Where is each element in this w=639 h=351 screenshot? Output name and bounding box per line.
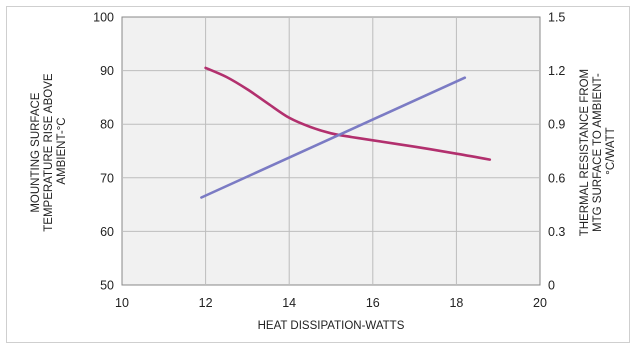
- y-left-tick-label: 90: [100, 64, 114, 78]
- tick-labels: 10 12 14 16 18 20 50 60 70 80 90 100 0 0.3 0.6 0.9 1.2 1.…: [93, 11, 565, 311]
- y-left-tick-label: 50: [100, 279, 114, 293]
- x-tick-label: 12: [199, 296, 213, 310]
- y-right-tick-label: 0.6: [548, 171, 565, 185]
- grid: [122, 17, 540, 285]
- y-left-tick-label: 70: [100, 171, 114, 185]
- x-tick-label: 14: [282, 296, 296, 310]
- y-left-tick-label: 80: [100, 118, 114, 132]
- y-left-tick-label: 100: [93, 11, 114, 25]
- right-axis-label: THERMAL RESISTANCE FROM MTG SURFACE TO A…: [579, 66, 617, 237]
- right-axis-label-line-2: MTG SURFACE TO AMBIENT-: [592, 73, 604, 232]
- y-right-tick-label: 1.2: [548, 64, 565, 78]
- x-tick-label: 20: [533, 296, 547, 310]
- temperature-rise-line: [204, 66, 492, 161]
- left-axis-label-line-3: AMBIENT-°C: [56, 117, 68, 184]
- series-lines: [200, 66, 492, 199]
- x-tick-label: 18: [449, 296, 463, 310]
- y-right-tick-label: 0: [548, 279, 555, 293]
- left-axis-label-line-2: TEMPERATURE RISE ABOVE: [43, 73, 55, 232]
- right-axis-label-line-3: °C/WATT: [605, 127, 617, 174]
- x-axis-label: HEAT DISSIPATION-WATTS: [258, 320, 405, 332]
- left-axis-label-line-1: MOUNTING SURFACE: [30, 92, 42, 212]
- y-left-tick-label: 60: [100, 225, 114, 239]
- right-axis-label-line-1: THERMAL RESISTANCE FROM: [579, 69, 591, 236]
- plot-area: [121, 16, 541, 286]
- x-tick-label: 10: [115, 296, 129, 310]
- y-right-tick-label: 1.5: [548, 11, 565, 25]
- y-right-tick-label: 0.9: [548, 118, 565, 132]
- left-axis-label: MOUNTING SURFACE TEMPERATURE RISE ABOVE …: [30, 70, 68, 231]
- x-tick-label: 16: [366, 296, 380, 310]
- thermal-resistance-line: [200, 76, 467, 199]
- y-right-tick-label: 0.3: [548, 225, 565, 239]
